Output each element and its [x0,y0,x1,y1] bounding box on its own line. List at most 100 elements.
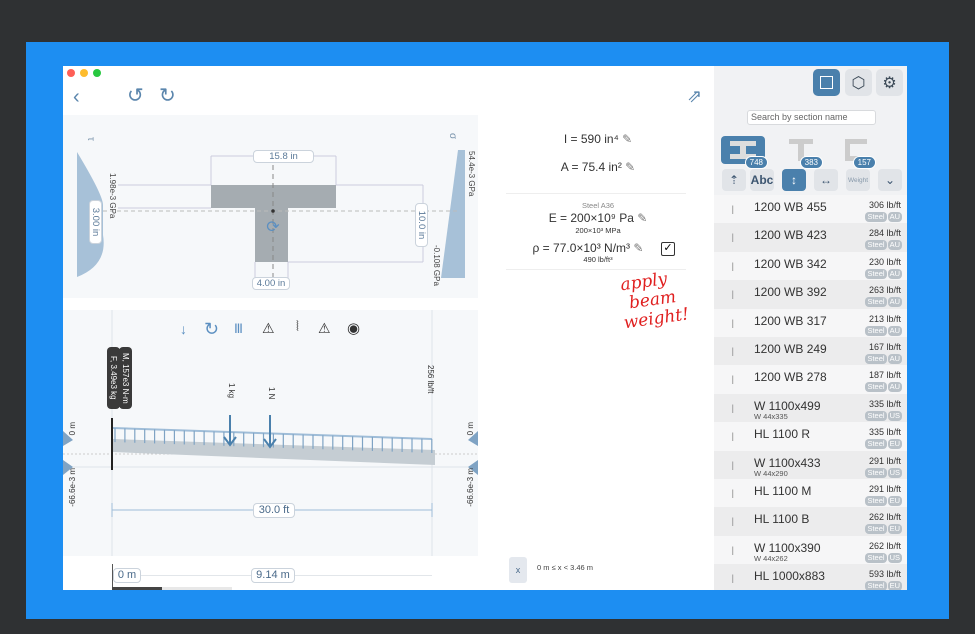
region-tag: US [887,467,902,478]
region-tag: EU [887,581,902,590]
ruler-end-label[interactable]: 9.14 m [251,568,295,583]
ruler-cursor[interactable] [112,564,113,590]
material-tag: Steel [865,524,887,535]
section-list-item[interactable]: I W 1100x499 W 44x335 335 lb/ft Steel US [714,393,907,423]
cube-icon: ⬡ [851,74,866,92]
pencil-icon[interactable]: ✎ [633,241,644,255]
shape-tab-t[interactable]: 383 [784,136,828,169]
i-beam-icon: I [731,572,735,587]
section-weight: 335 lb/ft [868,398,901,409]
material-tag: Steel [865,410,887,421]
distributed-load-label[interactable]: 256 lb/ft [426,365,435,394]
section-list-item[interactable]: I W 1100x390 W 44x262 262 lb/ft Steel US [714,535,907,565]
density[interactable]: ρ = 77.0×10³ N/m³ ✎ [513,241,663,255]
density-imperial: 490 lb/ft³ [583,255,613,264]
area[interactable]: A = 75.4 in² ✎ [533,160,663,174]
section-weight: 262 lb/ft [868,512,901,523]
beam-body[interactable] [113,439,435,465]
section-list-item[interactable]: I HL 1100 B 262 lb/ft Steel EU [714,507,907,536]
moment-of-inertia[interactable]: I = 590 in⁴ ✎ [533,132,663,146]
i-beam-icon: I [731,543,735,558]
divider [506,193,686,194]
pencil-icon[interactable]: ✎ [637,211,648,225]
sort-weight-button[interactable]: Weight [846,169,870,191]
section-list-item[interactable]: I 1200 WB 317 213 lb/ft Steel AU [714,308,907,337]
section-list-item[interactable]: I HL 1100 R 335 lb/ft Steel EU [714,422,907,451]
shape-tab-c[interactable]: 157 [842,136,886,169]
section-icon [820,76,833,89]
settings-button[interactable]: ⚙ [876,69,903,96]
section-list-item[interactable]: I W 1100x433 W 44x290 291 lb/ft Steel US [714,450,907,479]
region-tag: AU [887,382,902,393]
sort-name-button[interactable]: Abc [750,169,774,191]
sort-order-button[interactable]: ⇡ [722,169,746,191]
section-list-item[interactable]: I 1200 WB 423 284 lb/ft Steel AU [714,223,907,252]
material-tag: Steel [865,240,887,251]
back-icon[interactable]: ‹ [73,86,80,108]
more-filters-button[interactable]: ⌄ [878,169,902,191]
i-beam-icon [730,141,756,159]
apply-weight-checkbox[interactable]: ✓ [661,242,675,256]
flange-width-label[interactable]: 15.8 in [253,150,314,163]
point-load-icon[interactable]: ↓ [180,321,187,337]
count-badge: 157 [852,156,876,169]
distributed-load[interactable] [112,427,433,440]
beam-length-label[interactable]: 30.0 ft [253,503,295,518]
section-name: W 1100x390 [754,540,821,555]
flange-thickness-label[interactable]: 3.00 in [89,200,102,244]
section-list-item[interactable]: I 1200 WB 342 230 lb/ft Steel AU [714,251,907,281]
distributed-load-icon[interactable]: Ⅲ [234,321,243,336]
i-beam-icon: I [731,458,735,473]
section-height-label[interactable]: 10.0 in [415,203,428,247]
point-load-arrows[interactable] [223,415,277,449]
cross-section-panel: ⟳ τ σ 15.8 in 3.00 in 10.0 in 4.00 in 1.… [63,115,478,298]
pencil-icon[interactable]: ✎ [625,160,636,174]
elastic-modulus[interactable]: E = 200×10⁹ Pa ✎ [523,211,673,225]
web-width-label[interactable]: 4.00 in [252,277,290,290]
sort-horizontal-button[interactable]: ↔ [814,169,838,191]
close-window-button[interactable] [67,69,75,77]
section-list-item[interactable]: I 1200 WB 278 187 lb/ft Steel AU [714,365,907,394]
pencil-icon[interactable]: ✎ [622,132,633,146]
distributed-load-arrows [114,428,433,453]
roller-support-icon[interactable]: ⚠ [318,320,331,336]
sort-vertical-button[interactable]: ↕ [782,169,806,191]
inertia-value: I = 590 in⁴ [563,132,619,146]
undo-icon[interactable]: ↺ [127,85,144,107]
section-name: W 1100x499 [754,398,821,413]
section-list-item[interactable]: I 1200 WB 249 167 lb/ft Steel AU [714,337,907,366]
hinge-icon[interactable]: ◉ [347,320,361,337]
i-beam-icon: I [731,430,735,445]
normal-stress-distribution [441,150,465,278]
close-range-button[interactable]: x [509,557,527,583]
i-beam-icon: I [731,231,735,246]
share-icon[interactable]: ⇗ [687,86,703,106]
rotate-section-icon[interactable]: ⟳ [266,219,280,236]
moment-icon[interactable]: ↻ [204,319,220,339]
shape-tab-i[interactable]: 748 [721,136,768,169]
section-list-item[interactable]: I 1200 WB 392 263 lb/ft Steel AU [714,280,907,309]
3d-view-button[interactable]: ⬡ [845,69,872,96]
minimize-window-button[interactable] [80,69,88,77]
scrollbar[interactable] [112,587,232,590]
material-name[interactable]: Steel A36 [581,201,615,210]
load2-label[interactable]: 1 N [267,387,276,400]
right-top-deflection: 0 m [466,422,475,436]
modulus-value: E = 200×10⁹ Pa [548,211,634,225]
section-list-item[interactable]: I 1200 WB 455 306 lb/ft Steel AU [714,195,907,224]
redo-icon[interactable]: ↻ [159,85,176,107]
fixed-support-icon[interactable]: ⦚ [296,318,299,334]
load1-label[interactable]: 1 kg [227,383,236,399]
zoom-window-button[interactable] [93,69,101,77]
section-name: HL 1100 B [754,512,810,527]
section-view-button[interactable] [813,69,840,96]
section-weight: 213 lb/ft [868,313,901,324]
section-list-item[interactable]: I HL 1000x883 593 lb/ft Steel EU [714,564,907,590]
ruler-start-label[interactable]: 0 m [113,568,141,583]
search-input[interactable]: Search by section name [747,110,876,125]
section-name: HL 1000x883 [754,569,825,584]
section-list-item[interactable]: I HL 1100 M 291 lb/ft Steel EU [714,479,907,508]
pin-support-icon[interactable]: ⚠ [262,320,275,336]
section-weight: 167 lb/ft [868,342,901,352]
section-weight: 262 lb/ft [868,540,901,551]
